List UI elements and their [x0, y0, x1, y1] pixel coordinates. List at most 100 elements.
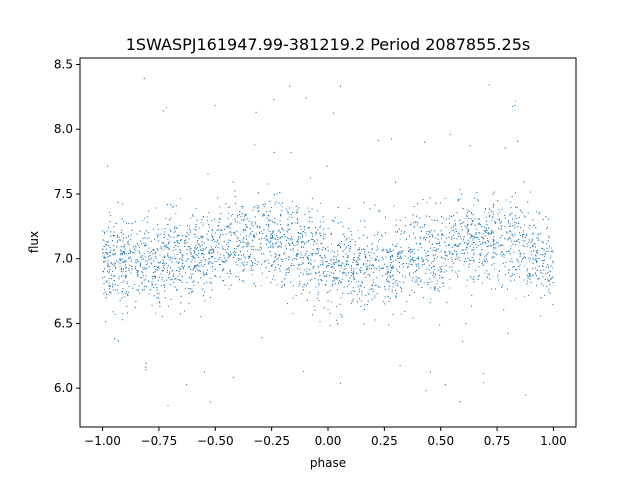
data-point	[238, 276, 240, 278]
data-point	[437, 288, 439, 290]
data-point	[176, 253, 178, 255]
data-point	[352, 287, 354, 289]
data-point	[504, 266, 506, 268]
data-point	[162, 110, 164, 112]
data-point	[279, 231, 282, 233]
data-point	[364, 308, 366, 310]
data-point	[277, 239, 279, 241]
data-point	[250, 223, 253, 225]
data-point	[531, 268, 534, 270]
data-point	[241, 219, 243, 221]
data-point	[251, 221, 253, 223]
data-point	[404, 276, 406, 278]
data-point	[311, 216, 313, 218]
data-point	[333, 112, 335, 114]
data-point	[302, 246, 305, 248]
data-point	[361, 294, 363, 296]
data-point	[377, 240, 380, 242]
data-point	[405, 225, 407, 227]
data-point	[323, 307, 325, 309]
data-point	[199, 246, 201, 248]
data-point	[232, 376, 234, 378]
data-point	[143, 286, 145, 288]
data-point	[493, 204, 495, 207]
data-point	[154, 238, 156, 240]
data-point	[386, 278, 388, 280]
data-point	[327, 265, 330, 267]
data-point	[547, 279, 549, 281]
data-point	[322, 271, 325, 273]
data-point	[140, 282, 143, 284]
data-point	[482, 243, 484, 245]
data-point	[450, 238, 452, 240]
data-point	[126, 305, 128, 307]
data-point	[476, 246, 478, 248]
data-point	[248, 235, 250, 237]
data-point	[152, 284, 154, 286]
data-point	[251, 231, 253, 233]
data-point	[153, 271, 155, 274]
data-point	[547, 290, 550, 292]
data-point	[477, 275, 479, 278]
data-point	[263, 205, 265, 207]
data-point	[270, 238, 272, 240]
data-point	[531, 238, 533, 240]
data-point	[514, 206, 517, 208]
data-point	[207, 173, 209, 175]
data-point	[435, 286, 437, 288]
data-point	[496, 276, 499, 278]
data-point	[518, 216, 520, 219]
data-point	[345, 272, 347, 274]
data-point	[395, 259, 397, 261]
data-point	[236, 236, 238, 238]
data-point	[523, 233, 525, 235]
data-point	[319, 227, 321, 229]
data-point	[408, 235, 411, 237]
data-point	[174, 228, 176, 230]
data-point	[466, 226, 468, 228]
data-point	[182, 259, 184, 261]
data-point	[418, 268, 420, 270]
data-point	[122, 240, 124, 242]
data-point	[263, 253, 265, 255]
data-point	[468, 242, 470, 244]
data-point	[259, 249, 261, 251]
data-point	[426, 202, 428, 204]
data-point	[106, 280, 108, 282]
data-point	[450, 257, 452, 259]
data-point	[148, 258, 150, 260]
data-point	[125, 271, 127, 273]
data-point	[210, 277, 212, 279]
data-point	[356, 294, 358, 296]
data-point	[234, 253, 236, 255]
data-point	[531, 254, 533, 256]
data-point	[541, 260, 543, 262]
data-point	[444, 250, 446, 253]
data-point	[335, 256, 337, 258]
data-point	[491, 216, 494, 218]
data-point	[425, 252, 427, 254]
data-point	[482, 372, 484, 375]
data-point	[201, 218, 203, 221]
data-point	[167, 305, 169, 307]
data-point	[478, 261, 480, 264]
data-point	[503, 256, 505, 258]
data-point	[292, 249, 294, 251]
data-point	[384, 232, 386, 234]
data-point	[497, 218, 499, 220]
data-point	[515, 100, 517, 102]
data-point	[511, 240, 513, 242]
data-point	[180, 239, 182, 241]
data-point	[152, 287, 155, 289]
data-point	[195, 244, 197, 246]
data-point	[276, 193, 278, 195]
data-point	[171, 261, 173, 263]
data-point	[130, 234, 132, 236]
data-point	[442, 282, 445, 284]
data-point	[412, 272, 415, 274]
data-point	[415, 276, 417, 278]
data-point	[167, 253, 169, 255]
data-point	[246, 246, 248, 248]
data-point	[492, 193, 494, 195]
data-point	[113, 275, 115, 277]
